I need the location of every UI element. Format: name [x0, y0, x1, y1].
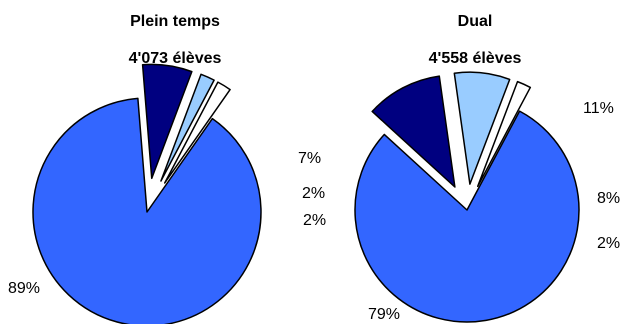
- pie-slice-plein-temps-1: [141, 63, 193, 180]
- chart-plein-temps: Plein temps 4'073 élèves 89% 7% 2% 2%: [8, 13, 326, 324]
- pie-plein-temps: 89% 7% 2% 2%: [8, 63, 326, 324]
- slice-label-plein-temps-3: 2%: [303, 212, 326, 229]
- chart-1-title: Plein temps: [130, 13, 220, 30]
- chart-dual: Dual 4'558 élèves 79% 11% 8% 2%: [354, 13, 620, 323]
- slice-label-dual-1: 11%: [583, 100, 614, 117]
- pie-slice-dual-0: [354, 110, 580, 323]
- pie-slice-dual-3: [476, 80, 532, 188]
- slice-label-dual-0: 79%: [368, 306, 400, 323]
- slice-label-plein-temps-2: 2%: [302, 185, 325, 202]
- pie-slice-plein-temps-0: [32, 97, 262, 324]
- slice-label-dual-2: 8%: [597, 190, 620, 207]
- pie-slice-dual-1: [371, 75, 456, 188]
- chart-1-subtitle: 4'073 élèves: [129, 50, 222, 67]
- pie-slice-dual-2: [453, 71, 511, 185]
- pie-dual: 79% 11% 8% 2%: [354, 71, 620, 323]
- slice-label-dual-3: 2%: [597, 235, 620, 252]
- slice-label-plein-temps-1: 7%: [298, 150, 321, 167]
- pie-slice-plein-temps-3: [163, 81, 231, 184]
- pie-slice-plein-temps-2: [160, 73, 215, 182]
- slice-label-plein-temps-0: 89%: [8, 280, 40, 297]
- chart-2-title: Dual: [458, 13, 493, 30]
- chart-2-subtitle: 4'558 élèves: [429, 50, 522, 67]
